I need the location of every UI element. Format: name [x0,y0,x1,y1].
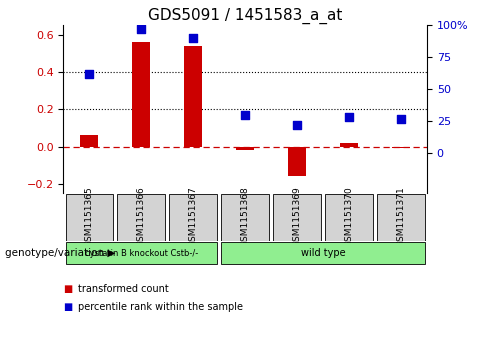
Text: ■: ■ [63,302,73,312]
FancyBboxPatch shape [222,194,269,241]
Text: genotype/variation ▶: genotype/variation ▶ [5,248,115,258]
Bar [184,46,203,147]
Point [345,114,353,120]
Bar [288,147,306,176]
FancyBboxPatch shape [273,194,321,241]
Bar [392,147,410,148]
Text: GSM1151371: GSM1151371 [397,187,406,248]
Text: percentile rank within the sample: percentile rank within the sample [78,302,243,312]
Point [189,35,197,41]
Text: cystatin B knockout Cstb-/-: cystatin B knockout Cstb-/- [85,249,198,257]
FancyBboxPatch shape [169,194,217,241]
Text: GSM1151365: GSM1151365 [85,187,94,248]
FancyBboxPatch shape [65,194,113,241]
Text: wild type: wild type [301,248,346,258]
Bar [81,135,99,147]
Text: GSM1151369: GSM1151369 [293,187,302,248]
Bar [132,42,150,147]
FancyBboxPatch shape [118,194,165,241]
Text: ■: ■ [63,284,73,294]
Text: GSM1151366: GSM1151366 [137,187,146,248]
Point [85,71,93,77]
Point [397,116,405,122]
Bar [340,143,358,147]
FancyBboxPatch shape [377,194,425,241]
FancyBboxPatch shape [325,194,373,241]
Text: transformed count: transformed count [78,284,169,294]
Text: GSM1151368: GSM1151368 [241,187,250,248]
FancyBboxPatch shape [222,242,425,264]
Point [138,26,145,32]
Bar [236,147,254,150]
Text: GSM1151367: GSM1151367 [189,187,198,248]
Point [242,112,249,118]
Title: GDS5091 / 1451583_a_at: GDS5091 / 1451583_a_at [148,8,343,24]
Point [293,122,301,128]
FancyBboxPatch shape [65,242,217,264]
Text: GSM1151370: GSM1151370 [345,187,354,248]
